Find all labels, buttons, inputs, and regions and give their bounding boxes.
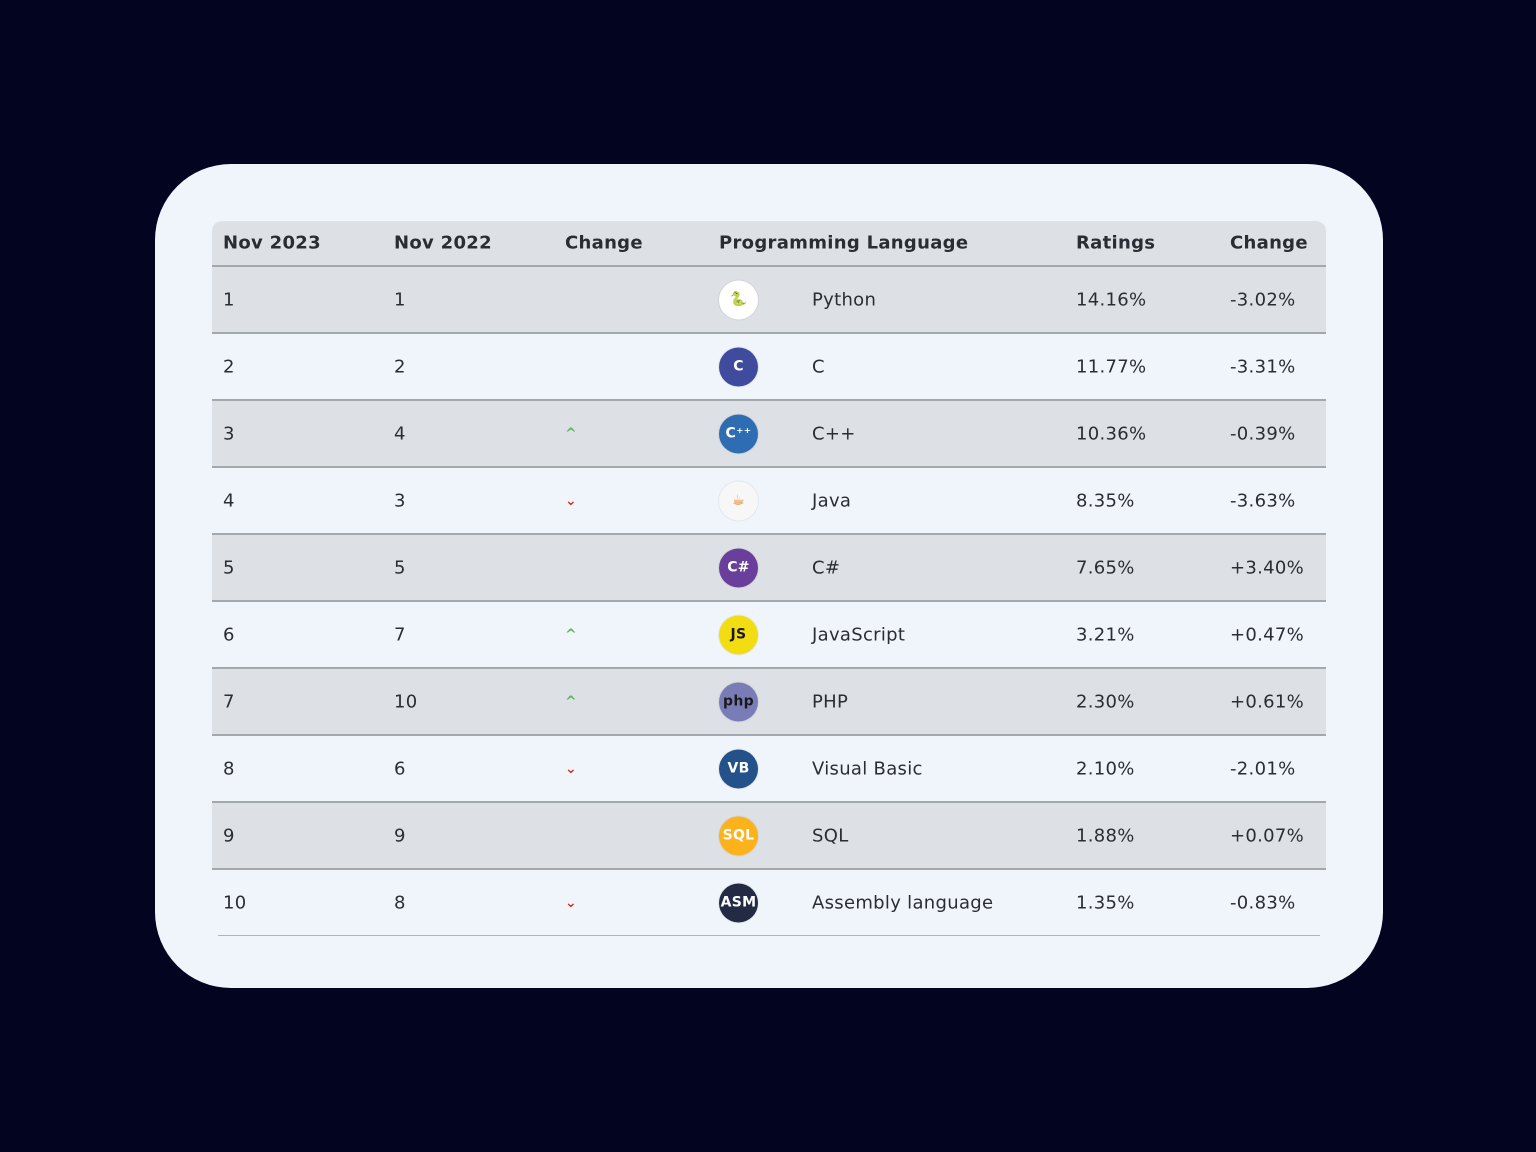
rating-change: -3.31% (1230, 356, 1296, 377)
language-name: C++ (812, 423, 856, 444)
rank-2022: 10 (394, 691, 418, 712)
python-logo-icon: 🐍 (719, 280, 758, 319)
rating: 1.35% (1076, 892, 1135, 913)
language-name: JavaScript (812, 624, 906, 645)
rating: 7.65% (1076, 557, 1135, 578)
rating-change: +0.07% (1230, 825, 1305, 846)
rank-2022: 8 (394, 892, 406, 913)
rank-2022: 1 (394, 289, 406, 310)
table-row: 10 8 ⌄ ASM Assembly language 1.35% -0.83… (218, 870, 1320, 936)
header-change: Change (565, 232, 643, 254)
rank-2023: 3 (223, 423, 235, 444)
rank-2023: 4 (223, 490, 235, 511)
sql-logo-icon: SQL (719, 816, 758, 855)
rank-2023: 8 (223, 758, 235, 779)
rating: 2.30% (1076, 691, 1135, 712)
table-row: 1 1 🐍 Python 14.16% -3.02% (212, 267, 1326, 334)
rating: 8.35% (1076, 490, 1135, 511)
rank-2023: 5 (223, 557, 235, 578)
assembly-logo-icon: ASM (719, 883, 758, 922)
trend-up-icon: ^ (565, 693, 578, 710)
rank-2022: 6 (394, 758, 406, 779)
table-row: 8 6 ⌄ VB Visual Basic 2.10% -2.01% (212, 736, 1326, 803)
language-name: C (812, 356, 825, 377)
rating-change: -3.02% (1230, 289, 1296, 310)
rating-change: -0.83% (1230, 892, 1296, 913)
rating: 3.21% (1076, 624, 1135, 645)
language-name: Python (812, 289, 877, 310)
rank-2023: 9 (223, 825, 235, 846)
rating-change: +0.47% (1230, 624, 1305, 645)
table-row: 3 4 ^ C⁺⁺ C++ 10.36% -0.39% (212, 401, 1326, 468)
rank-2023: 10 (223, 892, 247, 913)
rating-change: -2.01% (1230, 758, 1296, 779)
header-ratings: Ratings (1076, 232, 1156, 254)
rating-change: -3.63% (1230, 490, 1296, 511)
cpp-logo-icon: C⁺⁺ (719, 414, 758, 453)
header-nov-2023: Nov 2023 (223, 232, 321, 254)
rating-change: +0.61% (1230, 691, 1305, 712)
table-row: 7 10 ^ php PHP 2.30% +0.61% (212, 669, 1326, 736)
table-row: 6 7 ^ JS JavaScript 3.21% +0.47% (212, 602, 1326, 669)
rating-change: -0.39% (1230, 423, 1296, 444)
php-logo-icon: php (719, 682, 758, 721)
rating: 10.36% (1076, 423, 1147, 444)
visual-basic-logo-icon: VB (719, 749, 758, 788)
table-header: Nov 2023 Nov 2022 Change Programming Lan… (212, 221, 1326, 267)
trend-up-icon: ^ (565, 626, 578, 643)
table-row: 9 9 SQL SQL 1.88% +0.07% (212, 803, 1326, 870)
csharp-logo-icon: C# (719, 548, 758, 587)
language-name: Visual Basic (812, 758, 923, 779)
header-rating-change: Change (1230, 232, 1308, 254)
rank-2022: 3 (394, 490, 406, 511)
rating: 2.10% (1076, 758, 1135, 779)
rating: 11.77% (1076, 356, 1147, 377)
trend-up-icon: ^ (565, 425, 578, 442)
trend-down-icon: ⌄ (565, 760, 578, 777)
trend-down-icon: ⌄ (565, 492, 578, 509)
language-name: PHP (812, 691, 849, 712)
ranking-table: Nov 2023 Nov 2022 Change Programming Lan… (212, 221, 1326, 936)
language-name: Java (812, 490, 852, 511)
rank-2023: 1 (223, 289, 235, 310)
language-name: C# (812, 557, 841, 578)
rank-2022: 7 (394, 624, 406, 645)
language-name: SQL (812, 825, 849, 846)
rating-change: +3.40% (1230, 557, 1305, 578)
rating: 14.16% (1076, 289, 1147, 310)
rank-2022: 9 (394, 825, 406, 846)
language-name: Assembly language (812, 892, 994, 913)
rank-2023: 7 (223, 691, 235, 712)
rating: 1.88% (1076, 825, 1135, 846)
header-nov-2022: Nov 2022 (394, 232, 492, 254)
rank-2022: 4 (394, 423, 406, 444)
rank-2023: 6 (223, 624, 235, 645)
table-row: 2 2 C C 11.77% -3.31% (212, 334, 1326, 401)
javascript-logo-icon: JS (719, 615, 758, 654)
java-logo-icon: ☕ (719, 481, 758, 520)
rank-2023: 2 (223, 356, 235, 377)
trend-down-icon: ⌄ (565, 894, 578, 911)
rank-2022: 2 (394, 356, 406, 377)
c-logo-icon: C (719, 347, 758, 386)
rank-2022: 5 (394, 557, 406, 578)
table-row: 5 5 C# C# 7.65% +3.40% (212, 535, 1326, 602)
header-language: Programming Language (719, 232, 969, 254)
table-row: 4 3 ⌄ ☕ Java 8.35% -3.63% (212, 468, 1326, 535)
